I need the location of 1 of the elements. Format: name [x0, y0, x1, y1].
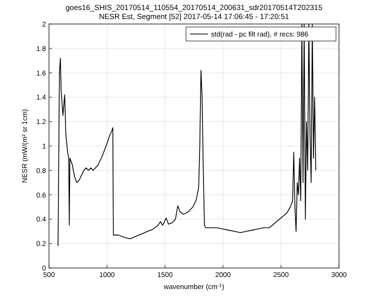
line-series	[58, 24, 316, 246]
